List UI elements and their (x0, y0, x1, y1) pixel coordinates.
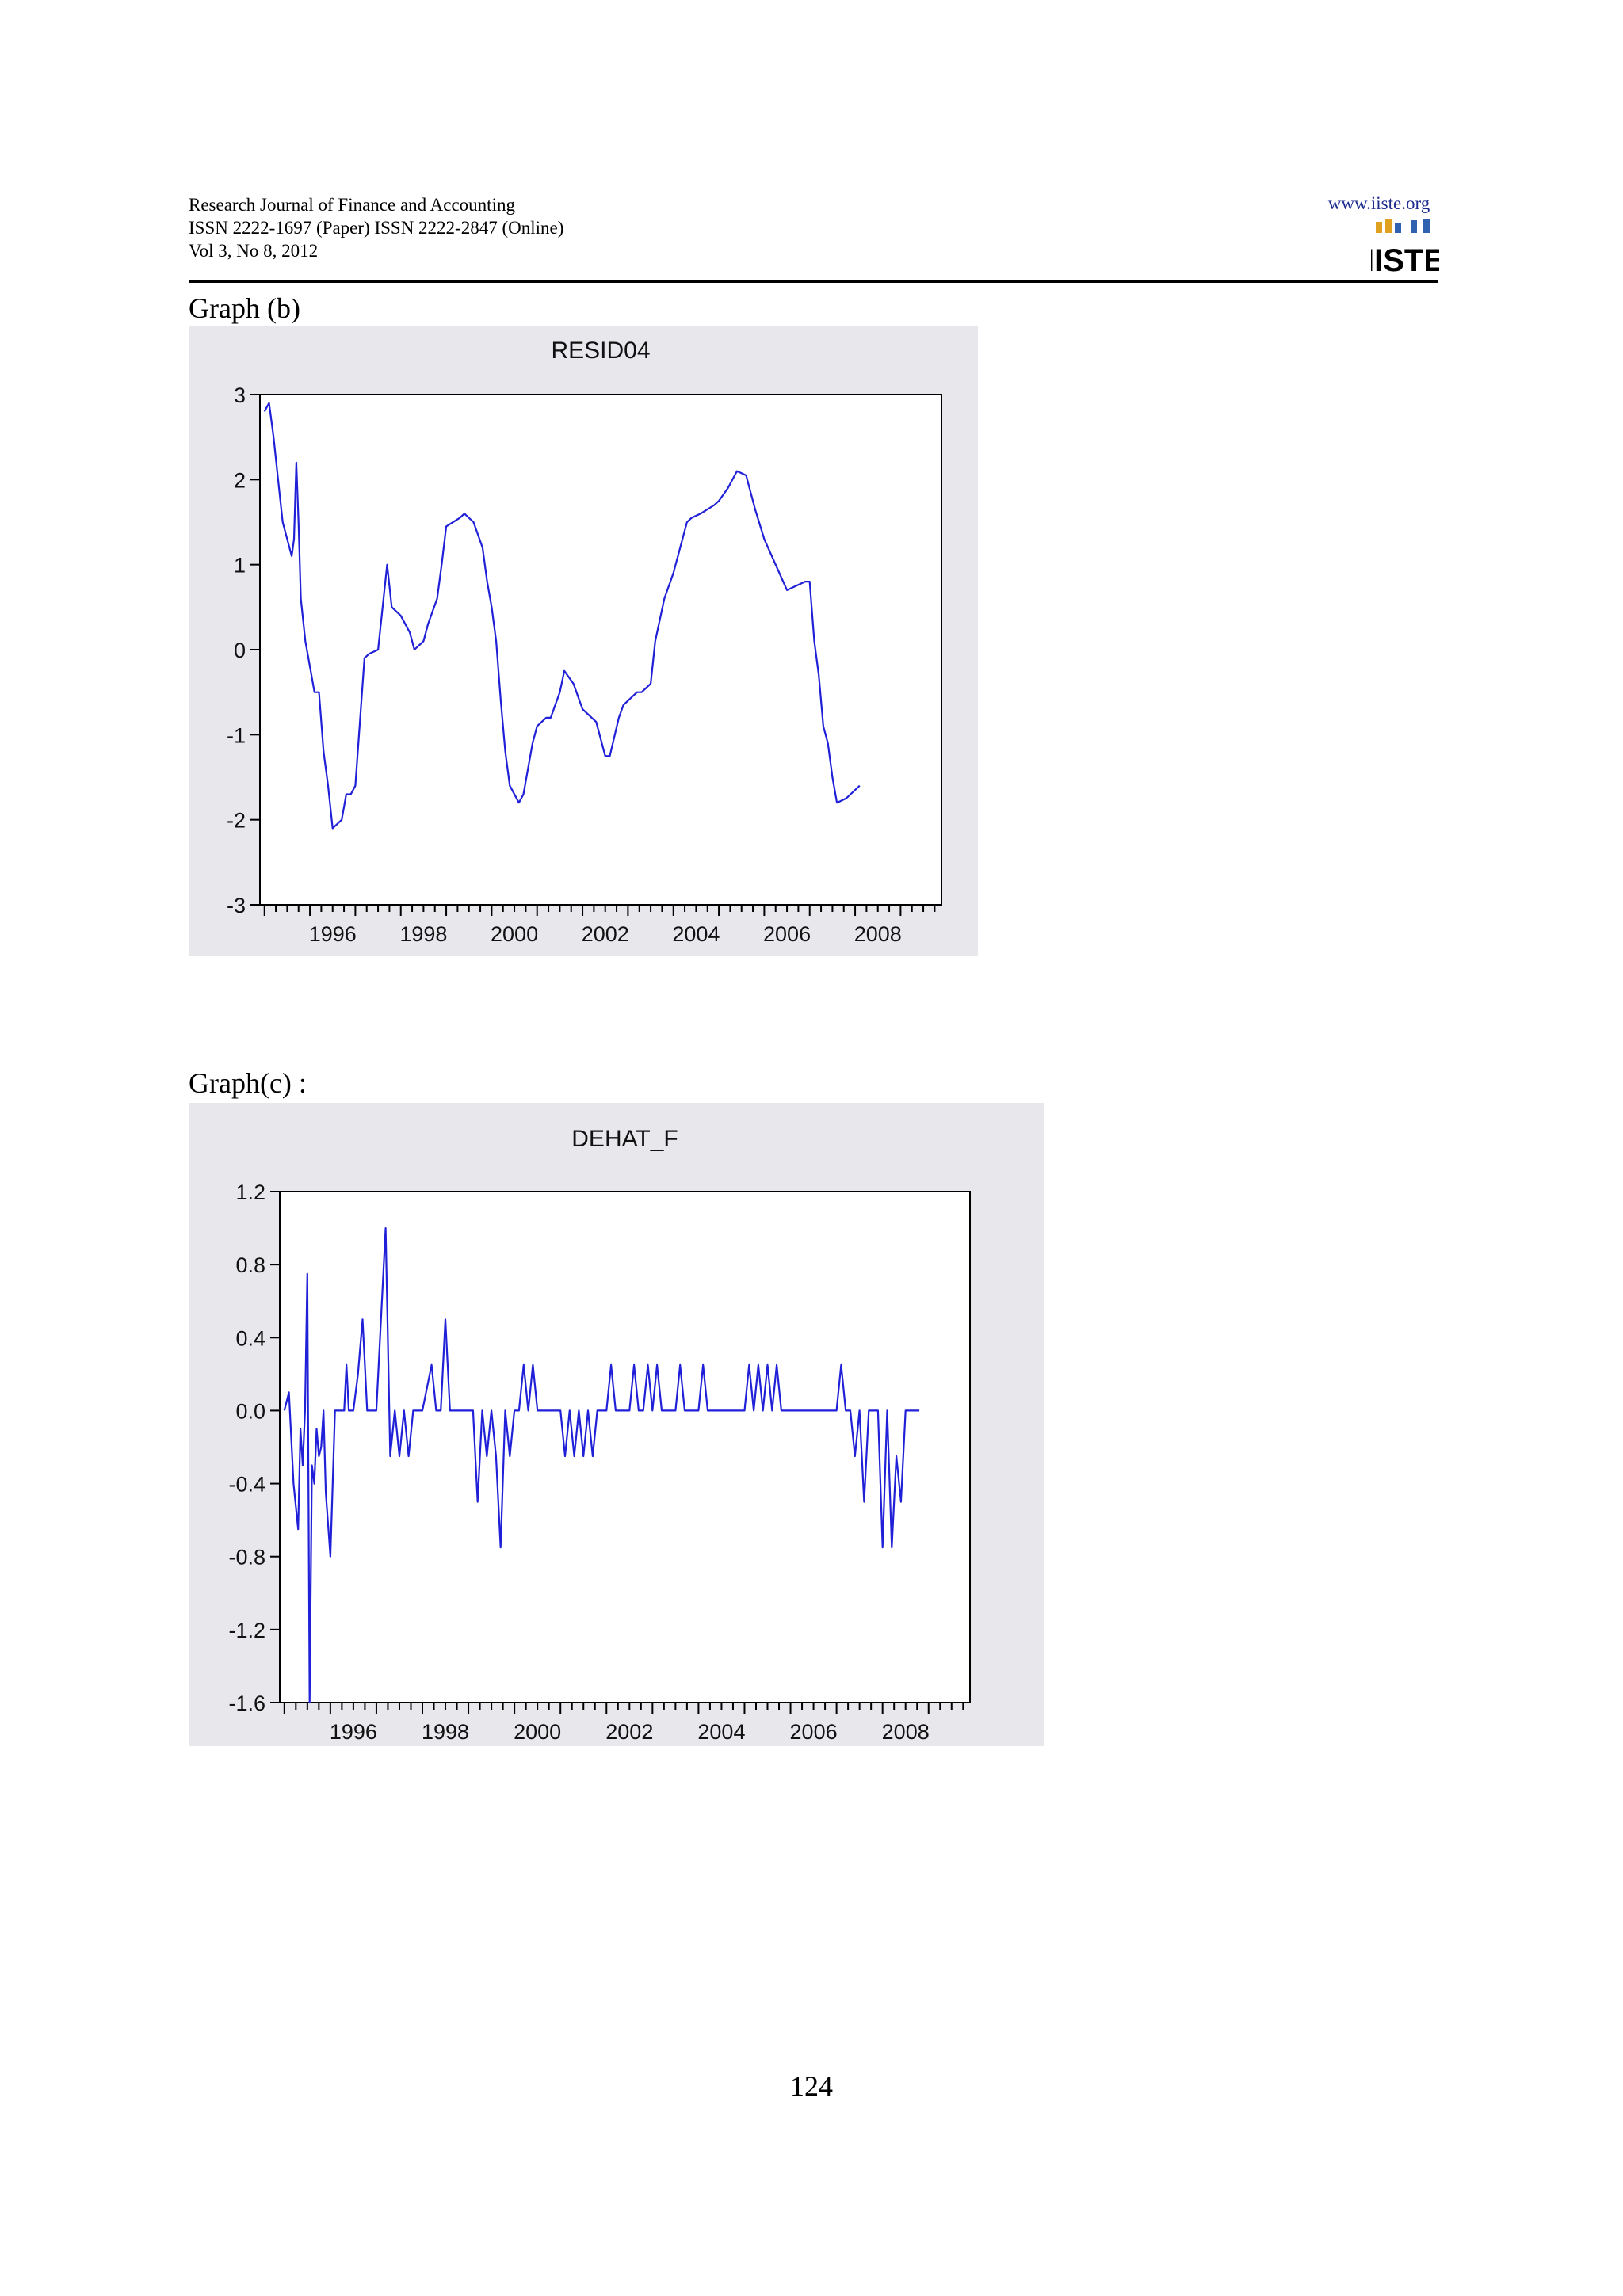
x-tick-label: 1996 (309, 922, 357, 946)
journal-volume: Vol 3, No 8, 2012 (189, 241, 319, 261)
x-tick-label: 2006 (790, 1720, 838, 1744)
y-tick-label: 0.0 (235, 1399, 265, 1423)
y-tick-label: 0 (234, 639, 246, 662)
x-tick-label: 1998 (422, 1720, 469, 1744)
chart-panel-dehat-f: DEHAT_F 1.2 0.8 0.4 0.0 -0.4 -0.8 -1.2 -1.6 1996 1… (189, 1103, 1044, 1746)
x-tick-label: 1996 (330, 1720, 377, 1744)
y-tick-label: -1 (227, 723, 246, 747)
y-tick-label: 0.8 (235, 1253, 265, 1277)
y-tick-label: 0.4 (235, 1326, 265, 1350)
x-tick-label: 2008 (854, 922, 902, 946)
series-line (263, 402, 861, 830)
y-tick-label: -0.4 (228, 1473, 265, 1497)
y-tick-label: 3 (234, 383, 246, 407)
chart-title: DEHAT_F (571, 1126, 678, 1152)
x-tick-label: 2004 (697, 1720, 745, 1744)
y-tick-label: 2 (234, 468, 246, 492)
chart-title: RESID04 (551, 338, 650, 364)
x-tick-label: 2008 (882, 1720, 930, 1744)
x-tick-label: 2002 (582, 922, 629, 946)
journal-issn: ISSN 2222-1697 (Paper) ISSN 2222-2847 (O… (189, 218, 564, 238)
y-tick-label: 1.2 (235, 1180, 265, 1204)
y-tick-label: -0.8 (228, 1546, 265, 1569)
logo-text: IISTE (1371, 243, 1439, 278)
header-rule (189, 280, 1438, 283)
x-tick-label: 2006 (763, 922, 811, 946)
chart-panel-resid04: RESID04 3 2 1 0 -1 -2 -3 1996 1998 2000 2002 2004 200… (189, 326, 978, 956)
x-tick-label: 1998 (399, 922, 447, 946)
x-tick-label: 2002 (605, 1720, 653, 1744)
iiste-logo: IISTE (1371, 219, 1439, 278)
y-tick-label: -2 (227, 809, 246, 833)
caption-graph-b: Graph (b) (189, 292, 300, 324)
chart-resid04: RESID04 3 2 1 0 -1 -2 -3 1996 1998 2000 2002 2004 200… (227, 338, 942, 946)
y-tick-label: -1.6 (228, 1691, 265, 1715)
journal-title: Research Journal of Finance and Accounti… (189, 195, 515, 215)
x-tick-label: 2000 (491, 922, 538, 946)
journal-url[interactable]: www.iiste.org (1327, 193, 1430, 213)
y-tick-label: -1.2 (228, 1619, 265, 1642)
caption-graph-c: Graph(c) : (189, 1067, 307, 1099)
page-number: 124 (790, 2070, 833, 2102)
journal-header: Research Journal of Finance and Accounti… (189, 193, 563, 262)
plot-area (279, 1191, 971, 1703)
x-tick-label: 2000 (514, 1720, 561, 1744)
y-tick-label: 1 (234, 554, 246, 578)
plot-area (259, 394, 942, 906)
x-tick-label: 2004 (672, 922, 720, 946)
y-tick-label: -3 (227, 894, 246, 917)
chart-dehat-f: DEHAT_F 1.2 0.8 0.4 0.0 -0.4 -0.8 -1.2 -1.6 1996 1… (228, 1126, 971, 1744)
series-line (283, 1227, 920, 1704)
